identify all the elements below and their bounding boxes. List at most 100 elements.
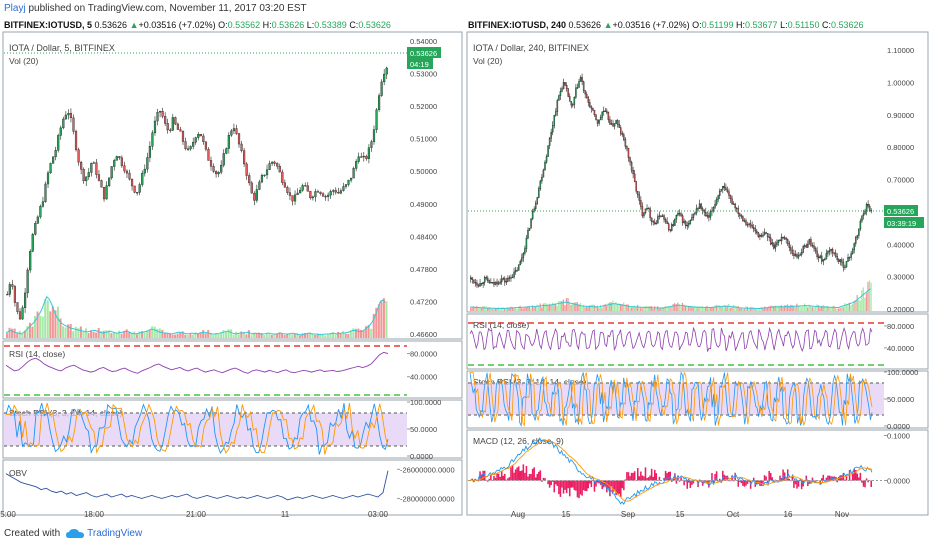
volume-bar bbox=[640, 307, 642, 311]
volume-bar bbox=[16, 332, 19, 338]
candle-body bbox=[521, 257, 523, 262]
candle-body bbox=[718, 191, 721, 196]
candle-body bbox=[630, 161, 633, 171]
macd-hist-bar bbox=[581, 480, 583, 496]
candle-body bbox=[362, 155, 365, 158]
macd-hist-bar bbox=[572, 480, 574, 488]
candle-body bbox=[661, 215, 664, 217]
candle-body bbox=[514, 270, 517, 273]
candle-body bbox=[527, 229, 529, 239]
volume-bar bbox=[842, 307, 844, 311]
candle-body bbox=[52, 156, 55, 164]
candle-body bbox=[278, 166, 281, 173]
candle-body bbox=[674, 218, 676, 226]
candle-body bbox=[726, 189, 729, 192]
macd-hist-bar bbox=[573, 480, 576, 491]
volume-bar bbox=[112, 331, 115, 338]
volume-bar bbox=[834, 308, 837, 311]
tradingview-logo[interactable]: TradingView bbox=[66, 528, 142, 539]
volume-bar bbox=[565, 298, 568, 311]
macd-hist-bar bbox=[641, 475, 644, 481]
candle-body bbox=[756, 230, 758, 233]
right-symbol: BITFINEX:IOTUSD, 240 bbox=[468, 20, 567, 30]
volume-bar bbox=[598, 308, 600, 311]
macd-hist-bar bbox=[627, 472, 630, 481]
volume-bar bbox=[479, 306, 481, 311]
volume-bar bbox=[847, 304, 849, 311]
candle-body bbox=[800, 252, 803, 255]
volume-bar bbox=[635, 307, 637, 311]
volume-bar bbox=[232, 334, 235, 338]
macd-hist-bar bbox=[510, 467, 512, 481]
volume-bar bbox=[861, 290, 863, 311]
candle-body bbox=[120, 157, 123, 166]
volume-bar bbox=[760, 307, 762, 311]
candle-body bbox=[507, 277, 509, 282]
volume-bar bbox=[143, 332, 146, 338]
volume-bar bbox=[303, 332, 306, 338]
candle-body bbox=[627, 147, 630, 158]
volume-bar bbox=[859, 300, 861, 311]
volume-bar bbox=[278, 332, 281, 338]
candle-body bbox=[688, 223, 690, 226]
candle-body bbox=[181, 131, 185, 142]
volume-bar bbox=[541, 307, 543, 311]
candle-body bbox=[151, 132, 154, 147]
macd-hist-bar bbox=[556, 480, 559, 487]
volume-bar bbox=[474, 306, 476, 311]
low-label: L: bbox=[306, 20, 315, 30]
right-vol-label: Vol (20) bbox=[473, 56, 502, 66]
macd-hist-bar bbox=[745, 480, 747, 486]
macd-hist-bar bbox=[705, 480, 707, 482]
macd-hist-bar bbox=[533, 467, 535, 481]
macd-hist-bar bbox=[504, 473, 506, 481]
volume-bar bbox=[524, 307, 526, 311]
candle-body bbox=[217, 172, 220, 175]
macd-hist-bar bbox=[709, 480, 712, 482]
volume-bar bbox=[697, 306, 699, 311]
candle-body bbox=[582, 81, 585, 91]
candle-body bbox=[166, 123, 169, 131]
volume-bar bbox=[827, 306, 829, 311]
candle-body bbox=[263, 174, 266, 176]
volume-bar bbox=[618, 303, 620, 311]
candle-body bbox=[760, 234, 763, 237]
volume-bar bbox=[633, 305, 636, 311]
candle-body bbox=[855, 237, 857, 244]
publisher-name[interactable]: Playj bbox=[4, 3, 26, 14]
y-tick-label: 1.10000 bbox=[887, 46, 914, 55]
left-stoch-pane bbox=[2, 399, 463, 459]
macd-hist-bar bbox=[742, 480, 744, 486]
candle-body bbox=[232, 128, 236, 132]
y-tick-label: 50.0000 bbox=[410, 425, 437, 434]
volume-bar bbox=[219, 332, 222, 338]
macd-hist-bar bbox=[621, 480, 624, 489]
volume-bar bbox=[624, 304, 626, 311]
volume-bar bbox=[636, 304, 639, 311]
macd-hist-bar bbox=[589, 480, 591, 484]
volume-bar bbox=[570, 304, 572, 311]
volume-bar bbox=[607, 302, 609, 311]
volume-bar bbox=[783, 305, 786, 311]
volume-bar bbox=[536, 304, 538, 311]
candle-body bbox=[822, 259, 825, 262]
volume-bar bbox=[751, 307, 753, 311]
macd-hist-bar bbox=[768, 470, 770, 481]
macd-hist-bar bbox=[822, 474, 825, 481]
candle-body bbox=[184, 141, 187, 150]
right-low: 0.51150 bbox=[787, 20, 820, 30]
volume-bar bbox=[92, 331, 95, 338]
candle-body bbox=[723, 185, 726, 188]
macd-hist-bar bbox=[841, 475, 843, 481]
macd-hist-bar bbox=[630, 472, 633, 481]
volume-bar bbox=[680, 305, 682, 311]
volume-bar bbox=[828, 307, 830, 311]
candle-body bbox=[841, 259, 843, 263]
macd-hist-bar bbox=[538, 471, 540, 481]
candle-body bbox=[589, 102, 591, 107]
volume-bar bbox=[18, 330, 21, 338]
right-close: 0.53626 bbox=[830, 20, 864, 30]
candle-body bbox=[700, 203, 702, 209]
candle-body bbox=[592, 108, 594, 111]
